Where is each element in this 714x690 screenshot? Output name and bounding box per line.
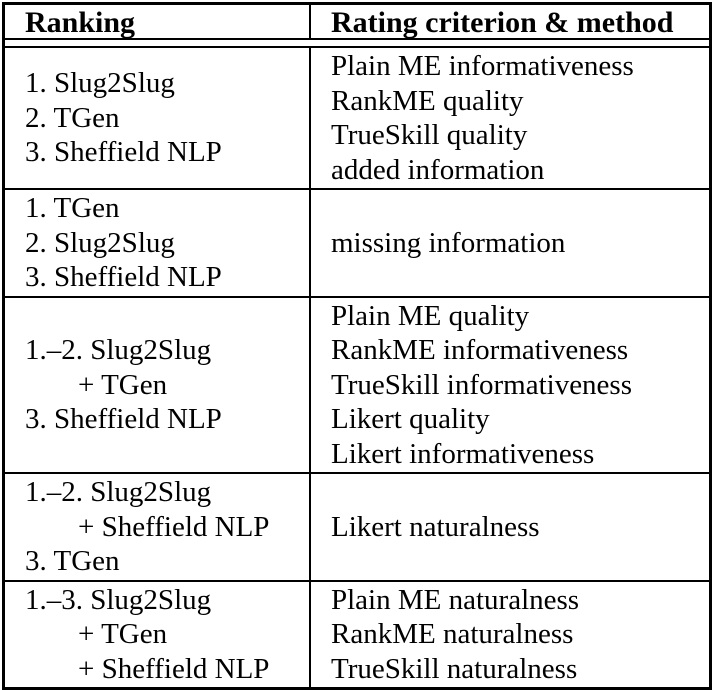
criteria-cell: Plain ME naturalness RankME naturalness … — [311, 582, 709, 688]
ranking-line: 1.–3. Slug2Slug — [25, 583, 212, 616]
criteria-cell: Plain ME informativeness RankME quality … — [311, 48, 709, 188]
criteria-cell: Likert naturalness — [311, 474, 709, 580]
table-row: 1.–2. Slug2Slug + Sheffield NLP 3. TGen … — [5, 472, 709, 580]
ranking-line: 1. TGen — [25, 192, 120, 224]
ranking-line: 2. Slug2Slug — [25, 226, 175, 259]
ranking-line: 1.–2. Slug2Slug — [25, 334, 212, 366]
criterion-line: RankME quality — [331, 84, 524, 117]
criterion-line: Likert naturalness — [331, 510, 540, 543]
ranking-cell: 1.–3. Slug2Slug + TGen + Sheffield NLP — [5, 581, 311, 687]
ranking-line: + Sheffield NLP — [78, 510, 270, 543]
table-row: 1.–3. Slug2Slug + TGen + Sheffield NLP P… — [5, 579, 709, 688]
ranking-cell: 1. Slug2Slug 2. TGen 3. Sheffield NLP — [5, 48, 311, 188]
criterion-line: TrueSkill naturalness — [331, 652, 578, 685]
header-ranking: Ranking — [5, 5, 311, 38]
criterion-line: missing information — [331, 226, 566, 259]
ranking-cell: 1.–2. Slug2Slug + Sheffield NLP 3. TGen — [5, 474, 311, 580]
header-rating-criterion-method: Rating criterion & method — [331, 6, 674, 38]
criterion-line: TrueSkill informativeness — [331, 368, 633, 401]
criterion-line: TrueSkill quality — [331, 119, 528, 151]
criteria-cell: Plain ME quality RankME informativeness … — [311, 298, 709, 473]
table-row: 1. Slug2Slug 2. TGen 3. Sheffield NLP Pl… — [5, 48, 709, 188]
ranking-line: + TGen — [78, 618, 168, 650]
ranking-line: 3. TGen — [25, 545, 120, 577]
table-body: 1. Slug2Slug 2. TGen 3. Sheffield NLP Pl… — [5, 46, 709, 687]
table-row: 1.–2. Slug2Slug + TGen 3. Sheffield NLP … — [5, 295, 709, 473]
table-header-row: Ranking Rating criterion & method — [5, 5, 709, 40]
table-row: 1. TGen 2. Slug2Slug 3. Sheffield NLP mi… — [5, 188, 709, 296]
criterion-line: Plain ME informativeness — [331, 50, 634, 82]
ranking-line: + TGen — [78, 368, 168, 401]
ranking-line: 2. TGen — [25, 101, 120, 134]
ranking-cell: 1.–2. Slug2Slug + TGen 3. Sheffield NLP — [5, 297, 311, 472]
ranking-line: 1. Slug2Slug — [25, 67, 175, 100]
ranking-line: 3. Sheffield NLP — [25, 136, 222, 169]
criterion-line: RankME informativeness — [331, 334, 629, 366]
criteria-cell: missing information — [311, 190, 709, 296]
criterion-line: Plain ME quality — [331, 299, 530, 332]
ranking-line: + Sheffield NLP — [78, 652, 270, 685]
criterion-line: Likert informativeness — [331, 437, 595, 470]
criterion-line: RankME naturalness — [331, 618, 574, 650]
ranking-line: 3. Sheffield NLP — [25, 261, 222, 293]
ranking-line: 1.–2. Slug2Slug — [25, 476, 212, 508]
ranking-cell: 1. TGen 2. Slug2Slug 3. Sheffield NLP — [5, 190, 311, 296]
criterion-line: Plain ME naturalness — [331, 583, 580, 616]
criterion-line: Likert quality — [331, 403, 490, 435]
criterion-line: added information — [331, 153, 545, 186]
double-rule-gap — [5, 40, 709, 46]
ranking-line: 3. Sheffield NLP — [25, 403, 222, 435]
